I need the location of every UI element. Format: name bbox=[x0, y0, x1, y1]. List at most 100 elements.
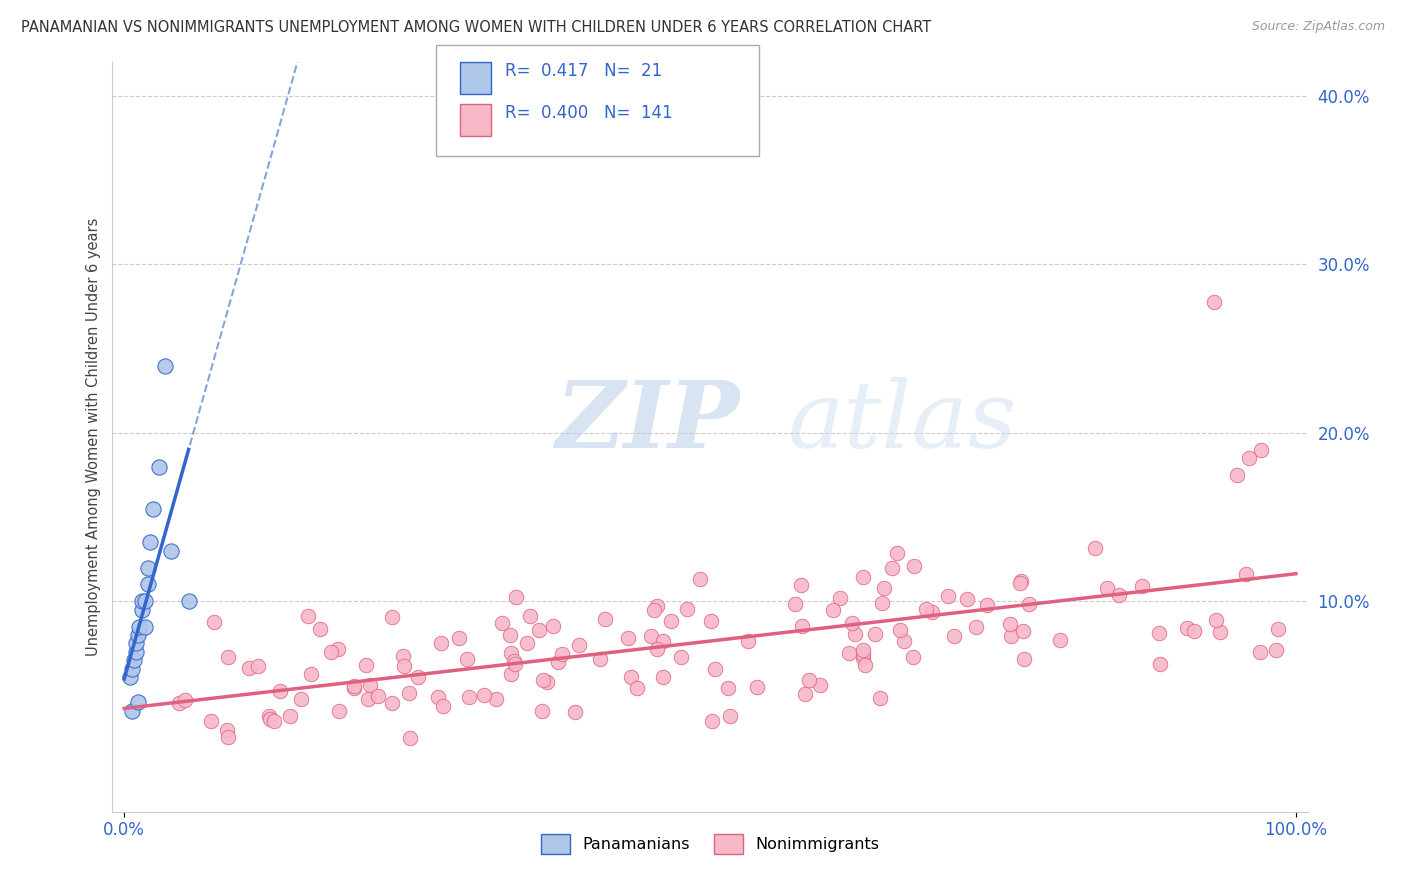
Point bbox=[120, 670, 141, 684]
Point bbox=[217, 730, 239, 744]
Point bbox=[299, 667, 322, 681]
Point bbox=[886, 546, 908, 560]
Point bbox=[259, 708, 281, 723]
Point bbox=[217, 723, 239, 738]
Point bbox=[810, 678, 832, 692]
Point bbox=[1084, 541, 1107, 555]
Point bbox=[852, 570, 875, 584]
Point bbox=[447, 631, 470, 645]
Point bbox=[131, 602, 153, 616]
Point bbox=[259, 712, 281, 726]
Point bbox=[1205, 613, 1227, 627]
Point bbox=[432, 699, 454, 714]
Point bbox=[516, 636, 538, 650]
Point bbox=[593, 612, 616, 626]
Point bbox=[747, 680, 769, 694]
Point bbox=[134, 594, 156, 608]
Point bbox=[1018, 597, 1040, 611]
Point bbox=[529, 623, 551, 637]
Point bbox=[956, 592, 979, 607]
Point bbox=[617, 632, 640, 646]
Point bbox=[676, 601, 699, 615]
Point bbox=[398, 731, 420, 745]
Point bbox=[976, 598, 998, 612]
Point bbox=[869, 690, 891, 705]
Point bbox=[238, 661, 260, 675]
Point bbox=[531, 704, 554, 718]
Point bbox=[200, 714, 222, 729]
Point bbox=[456, 651, 478, 665]
Point bbox=[357, 692, 380, 706]
Point bbox=[1264, 643, 1286, 657]
Point bbox=[359, 678, 381, 692]
Point bbox=[659, 614, 682, 628]
Point bbox=[1226, 467, 1249, 482]
Point bbox=[155, 359, 177, 373]
Point bbox=[852, 651, 875, 665]
Text: R=  0.400   N=  141: R= 0.400 N= 141 bbox=[505, 104, 672, 122]
Point bbox=[903, 650, 925, 665]
Point bbox=[398, 686, 420, 700]
Point bbox=[669, 650, 692, 665]
Point bbox=[841, 616, 863, 631]
Point bbox=[246, 658, 269, 673]
Point bbox=[640, 629, 662, 643]
Point bbox=[290, 692, 312, 706]
Point bbox=[852, 648, 875, 662]
Point bbox=[167, 696, 190, 710]
Point bbox=[173, 693, 195, 707]
Text: Source: ZipAtlas.com: Source: ZipAtlas.com bbox=[1251, 20, 1385, 33]
Legend: Panamanians, Nonimmigrants: Panamanians, Nonimmigrants bbox=[534, 828, 886, 860]
Point bbox=[505, 657, 527, 671]
Point bbox=[893, 633, 915, 648]
Point bbox=[458, 690, 481, 704]
Point bbox=[125, 636, 148, 650]
Point bbox=[704, 662, 727, 676]
Point bbox=[797, 673, 820, 687]
Point bbox=[505, 590, 527, 604]
Point bbox=[852, 643, 875, 657]
Point bbox=[491, 616, 513, 631]
Point bbox=[142, 501, 165, 516]
Point bbox=[651, 669, 673, 683]
Point bbox=[501, 646, 523, 660]
Point bbox=[343, 681, 366, 695]
Point bbox=[737, 633, 759, 648]
Point bbox=[718, 709, 741, 723]
Point bbox=[160, 543, 183, 558]
Point bbox=[1010, 575, 1032, 590]
Point bbox=[1149, 657, 1171, 672]
Point bbox=[1234, 566, 1257, 581]
Point bbox=[914, 602, 936, 616]
Point bbox=[790, 578, 813, 592]
Point bbox=[620, 670, 643, 684]
Point bbox=[472, 688, 495, 702]
Text: PANAMANIAN VS NONIMMIGRANTS UNEMPLOYMENT AMONG WOMEN WITH CHILDREN UNDER 6 YEARS: PANAMANIAN VS NONIMMIGRANTS UNEMPLOYMENT… bbox=[21, 20, 931, 35]
Point bbox=[1147, 625, 1170, 640]
Point bbox=[830, 591, 852, 606]
Point bbox=[821, 603, 844, 617]
Point bbox=[794, 687, 817, 701]
Point bbox=[1010, 574, 1032, 589]
Point bbox=[321, 645, 343, 659]
Point bbox=[702, 714, 724, 728]
Text: R=  0.417   N=  21: R= 0.417 N= 21 bbox=[505, 62, 662, 80]
Point bbox=[1267, 622, 1289, 636]
Point bbox=[645, 642, 668, 657]
Point bbox=[966, 620, 988, 634]
Point bbox=[844, 627, 866, 641]
Point bbox=[121, 662, 143, 676]
Point bbox=[1108, 588, 1130, 602]
Point bbox=[531, 673, 554, 687]
Point bbox=[543, 619, 565, 633]
Point bbox=[1177, 621, 1199, 635]
Point bbox=[125, 645, 148, 659]
Point bbox=[342, 679, 364, 693]
Point bbox=[1250, 442, 1272, 457]
Point bbox=[519, 609, 541, 624]
Point bbox=[297, 609, 319, 624]
Point bbox=[880, 561, 903, 575]
Point bbox=[1249, 645, 1271, 659]
Point bbox=[499, 628, 522, 642]
Point bbox=[499, 667, 522, 681]
